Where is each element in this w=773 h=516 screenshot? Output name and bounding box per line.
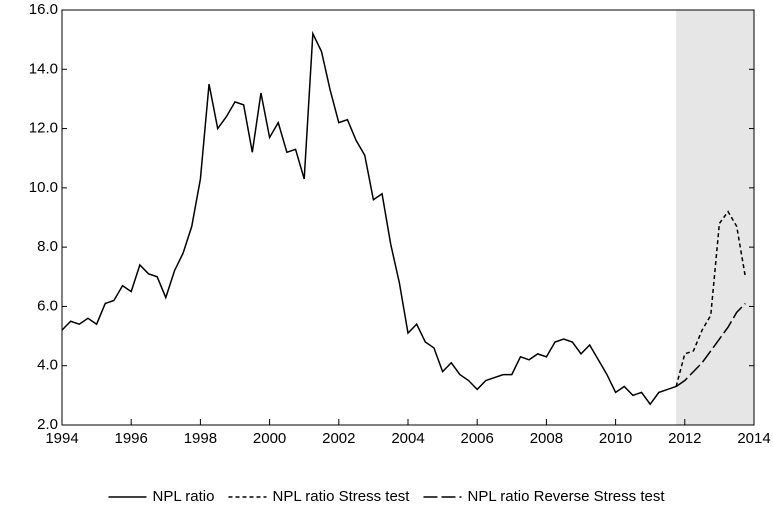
x-tick-label: 1994 <box>45 430 78 447</box>
shaded-region <box>676 10 754 425</box>
legend-label: NPL ratio Stress test <box>272 488 410 505</box>
y-tick-label: 2.0 <box>37 416 58 433</box>
x-tick-label: 2008 <box>530 430 563 447</box>
x-tick-label: 2004 <box>391 430 424 447</box>
y-tick-label: 12.0 <box>29 120 58 137</box>
legend-label: NPL ratio <box>153 488 215 505</box>
y-tick-label: 14.0 <box>29 60 58 77</box>
y-tick-label: 10.0 <box>29 179 58 196</box>
y-tick-label: 16.0 <box>29 1 58 18</box>
x-tick-label: 2010 <box>599 430 632 447</box>
series-line <box>675 210 747 387</box>
series-line <box>61 30 677 406</box>
y-tick-label: 4.0 <box>37 357 58 374</box>
x-tick-label: 1998 <box>184 430 217 447</box>
plot-frame <box>61 9 755 426</box>
y-tick-label: 8.0 <box>37 238 58 255</box>
x-tick-label: 2014 <box>737 430 770 447</box>
x-tick-label: 2002 <box>322 430 355 447</box>
y-tick-label: 6.0 <box>37 297 58 314</box>
legend-label: NPL ratio Reverse Stress test <box>467 488 665 505</box>
x-tick-label: 2012 <box>668 430 701 447</box>
series-line <box>675 302 746 388</box>
x-tick-label: 2006 <box>461 430 494 447</box>
x-tick-label: 2000 <box>253 430 286 447</box>
x-tick-label: 1996 <box>115 430 148 447</box>
